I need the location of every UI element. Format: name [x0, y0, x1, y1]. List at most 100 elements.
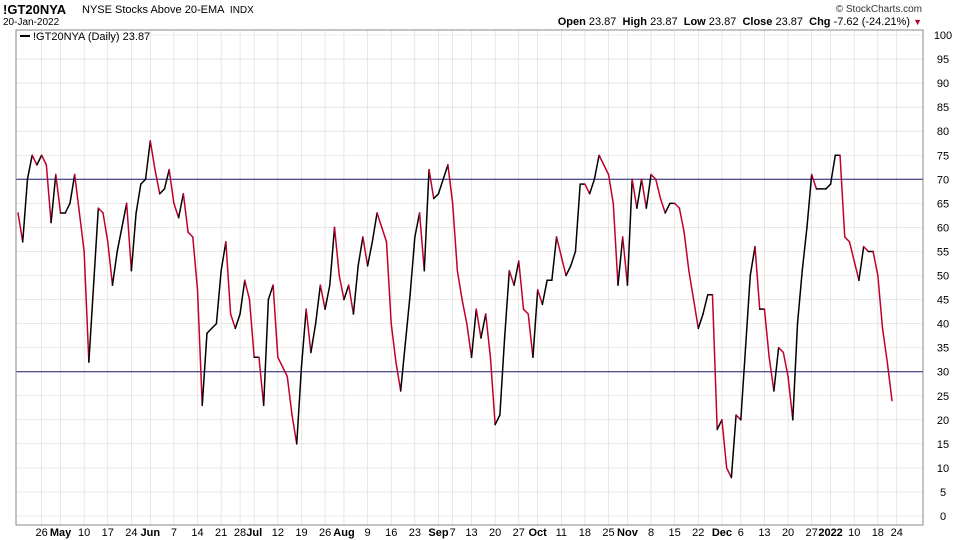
series-segment [678, 207, 685, 233]
plot-frame [15, 29, 924, 526]
series-segment [234, 313, 241, 330]
series-segment [272, 284, 279, 359]
x-tick-label: 27 [513, 527, 525, 539]
series-segment [88, 284, 95, 363]
chart-symbol: !GT20NYA [3, 2, 67, 17]
x-tick-label: Dec [712, 527, 732, 539]
x-tick-label: 24 [125, 527, 137, 539]
ohlc-readout: Open 23.87 High 23.87 Low 23.87 Close 23… [558, 16, 922, 28]
series-segment [792, 322, 799, 421]
series-segment [844, 236, 851, 243]
series-segment [338, 274, 345, 301]
series-segment [645, 173, 652, 209]
series-segment [140, 178, 147, 185]
x-tick-label: 6 [738, 527, 744, 539]
series-segment [466, 322, 473, 359]
series-segment [357, 236, 364, 267]
y-tick-label: 60 [937, 222, 949, 234]
series-segment [655, 178, 662, 200]
x-tick-label: 16 [385, 527, 397, 539]
series-segment [640, 178, 648, 209]
y-tick-label: 5 [940, 487, 946, 499]
series-segment [617, 236, 624, 286]
series-segment [494, 414, 501, 426]
copyright-label[interactable]: © StockCharts.com [835, 4, 922, 15]
series-segment [206, 327, 213, 334]
high-label: High [622, 16, 647, 28]
series-segment [399, 342, 407, 392]
series-segment [125, 202, 133, 272]
low-value: 23.87 [708, 16, 737, 28]
low-label: Low [683, 16, 706, 28]
series-segment [286, 375, 293, 416]
series-segment [461, 298, 468, 325]
y-tick-label: 45 [937, 295, 949, 307]
x-tick-label: 12 [272, 527, 284, 539]
high-value: 23.87 [650, 16, 678, 28]
series-segment [688, 269, 695, 301]
series-segment [489, 356, 496, 426]
series-segment [135, 183, 142, 214]
y-tick-label: 30 [937, 367, 949, 379]
x-tick-label: Nov [617, 527, 639, 539]
x-tick-label: 8 [648, 527, 654, 539]
x-tick-label: 2022 [818, 527, 842, 539]
close-value: 23.87 [775, 16, 803, 28]
x-tick-label: 10 [848, 527, 860, 539]
chg-label: Chg [809, 16, 831, 28]
series-segment [324, 284, 331, 310]
series-segment [782, 351, 789, 378]
y-tick-label: 80 [937, 126, 949, 138]
series-segment [801, 226, 808, 272]
chart-date: 20-Jan-2022 [3, 17, 60, 28]
y-tick-label: 65 [937, 198, 949, 210]
series-segment [201, 332, 208, 407]
series-segment [527, 313, 534, 359]
x-tick-label: 10 [78, 527, 90, 539]
series-segment [366, 241, 374, 267]
series-segment [551, 236, 558, 282]
series-segment [220, 241, 227, 272]
series-segment [763, 308, 770, 359]
series-segment [362, 236, 369, 267]
series-segment [267, 284, 274, 301]
series-segment [730, 414, 737, 479]
series-segment [149, 140, 156, 171]
series-segment [740, 346, 747, 421]
exchange-label: INDX [229, 5, 254, 16]
series-segment [484, 313, 492, 359]
close-label: Close [742, 16, 773, 28]
x-tick-label: 27 [806, 527, 818, 539]
series-segment [305, 308, 312, 354]
y-tick-label: 100 [934, 30, 952, 42]
series-segment [555, 236, 563, 258]
series-segment [300, 308, 307, 368]
x-tick-label: Sep [428, 527, 448, 539]
y-tick-label: 75 [937, 150, 949, 162]
x-tick-label: 11 [556, 527, 567, 539]
y-tick-label: 40 [937, 319, 949, 331]
series-segment [158, 188, 166, 195]
x-tick-label: Jun [140, 527, 160, 539]
series-segment [787, 375, 794, 421]
y-axis: 0 5 10 15 20 25 30 35 40 45 50 55 60 65 70 75 80 85 90 95 10… [934, 30, 952, 523]
series-segment [314, 284, 322, 325]
series-segment [428, 168, 435, 200]
series-segment [480, 313, 487, 339]
series-segment [588, 178, 596, 195]
series-segment [541, 279, 548, 306]
series-segment [277, 356, 284, 368]
series-segment [36, 154, 43, 166]
series-segment [711, 293, 718, 431]
series-segment [536, 289, 544, 306]
series-segment [168, 168, 175, 205]
series-segment [73, 173, 81, 214]
x-tick-label: 26 [319, 527, 331, 539]
series-segment [725, 467, 733, 479]
series-segment [83, 250, 90, 363]
series-segment [848, 241, 855, 262]
series-segment [187, 231, 194, 238]
x-tick-label: 9 [365, 527, 371, 539]
x-tick-label: 15 [669, 527, 681, 539]
